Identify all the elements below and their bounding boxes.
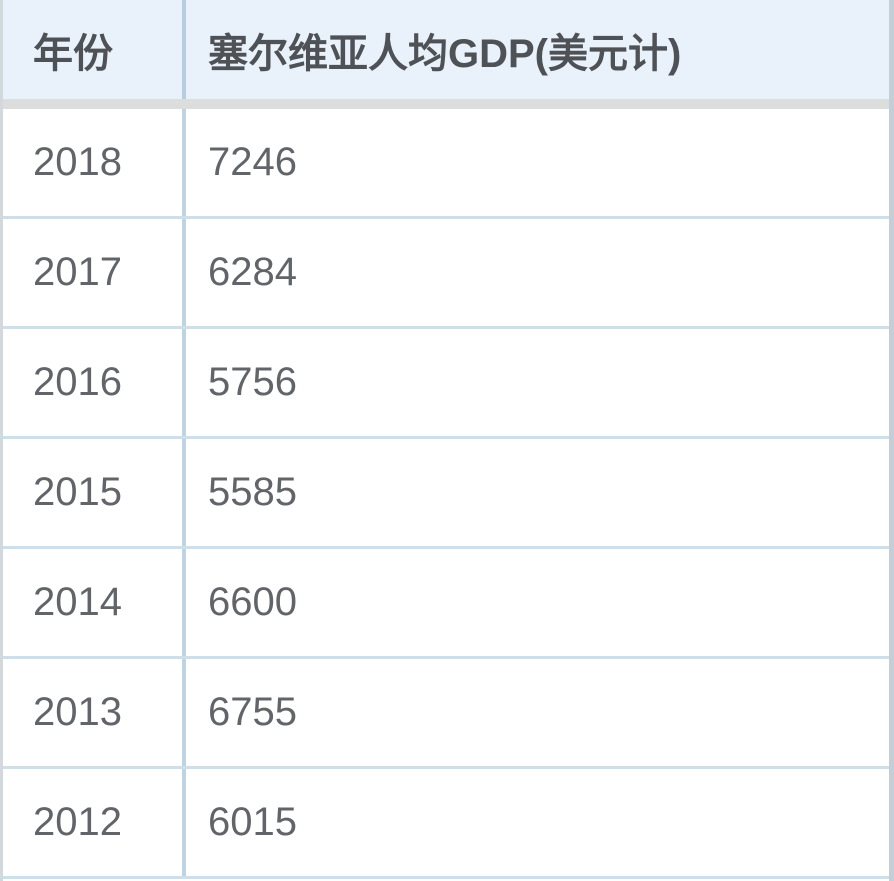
column-header-year: 年份: [3, 0, 186, 99]
gdp-cell: 6600: [208, 580, 297, 624]
table-header-row: 年份 塞尔维亚人均GDP(美元计): [3, 0, 889, 99]
header-separator: [3, 99, 889, 109]
table-row: 2018 7246: [3, 109, 889, 219]
gdp-cell: 6284: [208, 250, 297, 294]
table-row: 2017 6284: [3, 219, 889, 329]
year-cell: 2014: [3, 549, 186, 656]
gdp-cell: 6015: [208, 800, 297, 844]
year-cell: 2018: [3, 109, 186, 216]
year-cell: 2012: [3, 769, 186, 876]
year-cell: 2017: [3, 219, 186, 326]
year-cell: 2015: [3, 439, 186, 546]
year-cell: 2016: [3, 329, 186, 436]
table-row: 2016 5756: [3, 329, 889, 439]
year-cell: 2013: [3, 659, 186, 766]
gdp-cell: 6755: [208, 690, 297, 734]
table-row: 2015 5585: [3, 439, 889, 549]
gdp-cell: 5756: [208, 360, 297, 404]
table-row: 2014 6600: [3, 549, 889, 659]
column-header-gdp: 塞尔维亚人均GDP(美元计): [208, 31, 682, 76]
table-row: 2012 6015: [3, 769, 889, 879]
gdp-cell: 7246: [208, 140, 297, 184]
table-row: 2013 6755: [3, 659, 889, 769]
gdp-cell: 5585: [208, 470, 297, 514]
